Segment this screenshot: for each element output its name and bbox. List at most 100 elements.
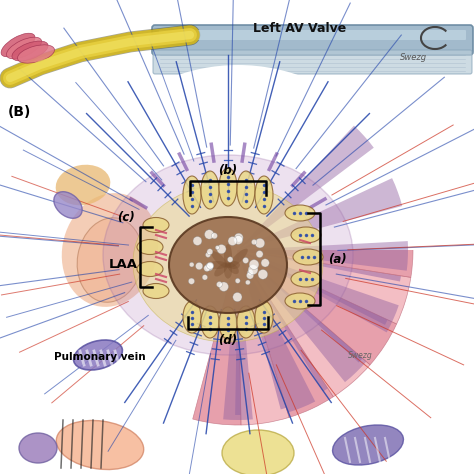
- Ellipse shape: [285, 205, 315, 221]
- Text: Pulmonary vein: Pulmonary vein: [54, 352, 146, 362]
- Wedge shape: [238, 75, 295, 250]
- Ellipse shape: [219, 307, 237, 339]
- Text: (b): (b): [219, 164, 237, 177]
- Ellipse shape: [12, 41, 48, 61]
- Circle shape: [202, 274, 208, 280]
- Wedge shape: [235, 250, 241, 415]
- Ellipse shape: [169, 217, 287, 313]
- Circle shape: [219, 282, 228, 292]
- Text: (a): (a): [328, 253, 346, 265]
- Text: (B): (B): [8, 105, 31, 119]
- Text: LAA: LAA: [109, 258, 137, 272]
- Circle shape: [255, 238, 264, 248]
- Circle shape: [243, 257, 249, 264]
- Circle shape: [207, 263, 213, 270]
- Ellipse shape: [183, 301, 201, 333]
- Circle shape: [217, 282, 222, 287]
- Ellipse shape: [143, 218, 169, 233]
- Ellipse shape: [207, 261, 227, 269]
- Wedge shape: [238, 250, 370, 397]
- Circle shape: [252, 239, 257, 245]
- Wedge shape: [238, 84, 338, 250]
- Wedge shape: [238, 250, 388, 325]
- Wedge shape: [238, 241, 408, 271]
- Ellipse shape: [7, 37, 42, 59]
- Circle shape: [207, 249, 213, 255]
- Ellipse shape: [224, 244, 232, 268]
- Ellipse shape: [255, 176, 273, 214]
- Circle shape: [207, 262, 214, 269]
- Wedge shape: [238, 182, 412, 250]
- Circle shape: [196, 263, 203, 270]
- Ellipse shape: [18, 45, 55, 63]
- FancyBboxPatch shape: [153, 50, 472, 74]
- Wedge shape: [238, 115, 337, 250]
- Ellipse shape: [73, 340, 122, 370]
- Ellipse shape: [219, 168, 237, 206]
- Wedge shape: [238, 250, 315, 412]
- Wedge shape: [238, 250, 411, 324]
- Wedge shape: [238, 126, 374, 250]
- Wedge shape: [238, 250, 366, 382]
- Ellipse shape: [201, 306, 219, 338]
- Wedge shape: [238, 250, 363, 363]
- Circle shape: [258, 270, 268, 279]
- Ellipse shape: [62, 193, 158, 307]
- Ellipse shape: [228, 261, 240, 269]
- Circle shape: [205, 263, 213, 271]
- Ellipse shape: [211, 251, 228, 268]
- Circle shape: [234, 236, 243, 245]
- Circle shape: [228, 237, 237, 246]
- Ellipse shape: [103, 155, 353, 355]
- Circle shape: [228, 257, 233, 262]
- Wedge shape: [238, 250, 397, 365]
- Circle shape: [248, 265, 258, 274]
- Circle shape: [249, 260, 259, 269]
- Circle shape: [234, 233, 243, 242]
- Ellipse shape: [291, 271, 321, 287]
- Ellipse shape: [237, 171, 255, 209]
- Wedge shape: [238, 178, 402, 250]
- Ellipse shape: [291, 227, 321, 243]
- Ellipse shape: [183, 176, 201, 214]
- Ellipse shape: [228, 248, 248, 268]
- Text: (c): (c): [117, 210, 135, 224]
- Text: (d): (d): [219, 334, 237, 347]
- Ellipse shape: [1, 33, 35, 57]
- Circle shape: [261, 259, 269, 267]
- Wedge shape: [238, 230, 402, 250]
- Ellipse shape: [255, 301, 273, 333]
- Ellipse shape: [201, 171, 219, 209]
- Ellipse shape: [19, 433, 57, 463]
- Ellipse shape: [228, 263, 239, 274]
- Ellipse shape: [333, 425, 403, 465]
- Ellipse shape: [54, 191, 82, 219]
- Wedge shape: [238, 250, 289, 425]
- Ellipse shape: [293, 249, 323, 265]
- Circle shape: [246, 280, 250, 285]
- Circle shape: [193, 237, 202, 246]
- Ellipse shape: [224, 263, 232, 279]
- Ellipse shape: [56, 420, 144, 470]
- Ellipse shape: [143, 283, 169, 299]
- Wedge shape: [53, 65, 423, 250]
- Ellipse shape: [133, 184, 323, 342]
- Ellipse shape: [222, 430, 294, 474]
- Circle shape: [217, 245, 226, 254]
- Text: Swezg: Swezg: [400, 53, 427, 62]
- Circle shape: [190, 262, 194, 267]
- Ellipse shape: [237, 306, 255, 338]
- Circle shape: [205, 230, 214, 239]
- Wedge shape: [238, 228, 413, 277]
- Circle shape: [235, 278, 240, 283]
- Wedge shape: [238, 250, 399, 332]
- Circle shape: [233, 292, 242, 301]
- Circle shape: [206, 252, 210, 257]
- Wedge shape: [238, 140, 399, 250]
- Circle shape: [247, 270, 253, 275]
- Wedge shape: [238, 250, 328, 392]
- Wedge shape: [238, 94, 297, 250]
- Wedge shape: [238, 250, 333, 417]
- FancyBboxPatch shape: [152, 25, 473, 55]
- Ellipse shape: [137, 262, 163, 276]
